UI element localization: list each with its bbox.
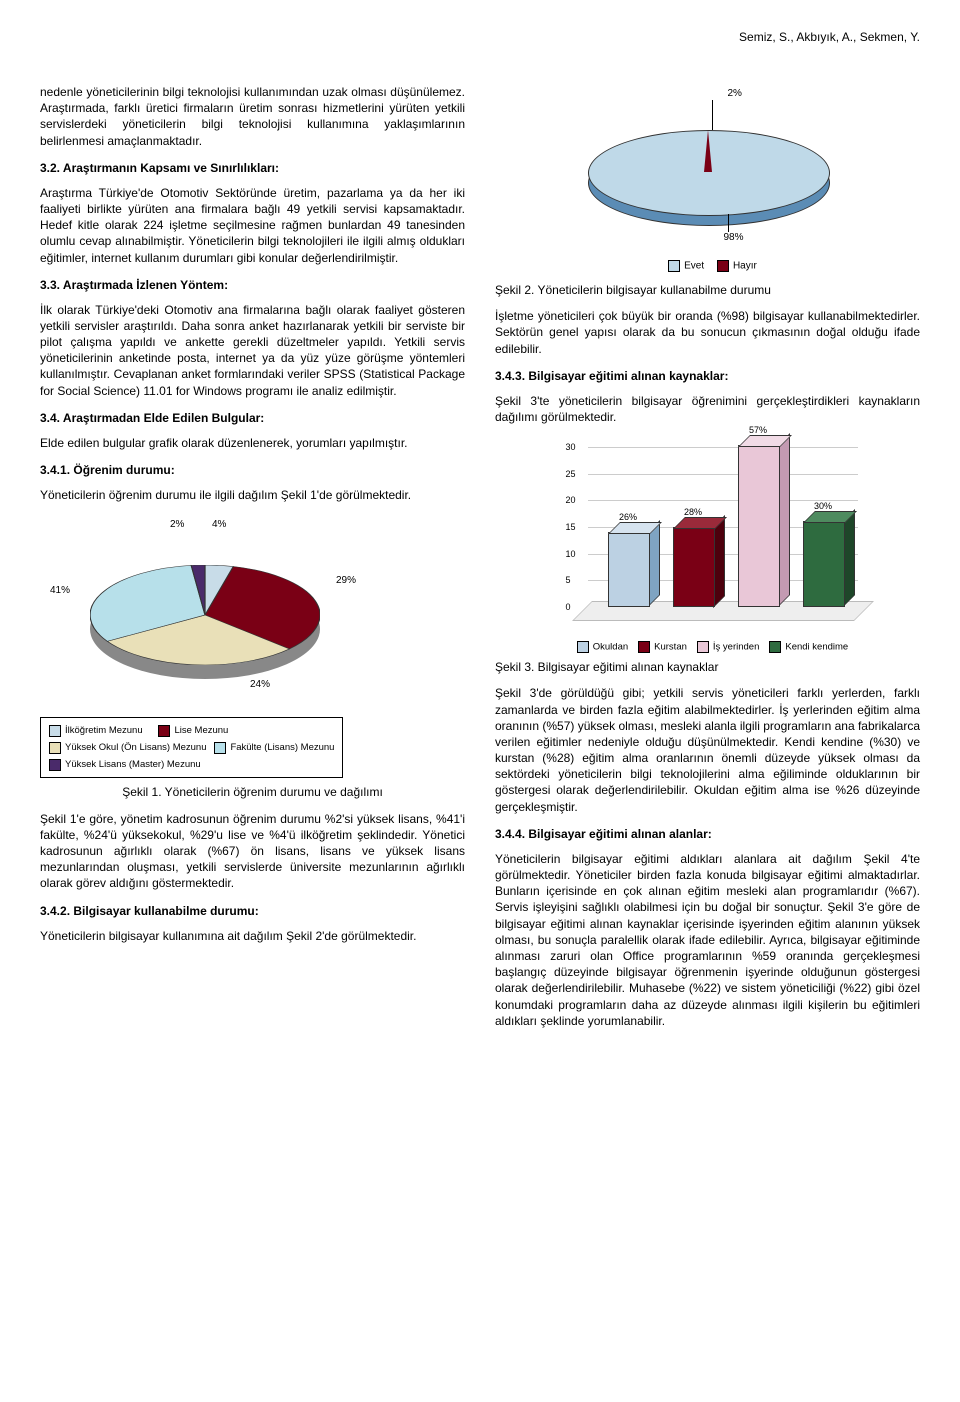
sekil3-ytick: 20 [566, 495, 576, 505]
sekil2-label-98pct: 98% [724, 232, 744, 243]
two-column-layout: nedenle yöneticilerinin bilgi teknolojis… [40, 84, 920, 1041]
sekil1-label-2: 2% [170, 519, 184, 530]
sekil3-bar: 28% [673, 529, 713, 608]
right-column: 2% 98% Evet Hayır Şekil 2. Yöneticilerin… [495, 84, 920, 1041]
heading-3-2: 3.2. Araştırmanın Kapsamı ve Sınırlılıkl… [40, 161, 465, 175]
sekil1-label-4: 4% [212, 519, 226, 530]
sekil1-pie-chart: 41% 2% 4% 29% 24% [40, 515, 380, 715]
para-sekil2-desc: İşletme yöneticileri çok büyük bir orand… [495, 308, 920, 357]
sekil3-legend-item: Kendi kendime [785, 642, 848, 653]
sekil1-label-24: 24% [250, 679, 270, 690]
para-sekil1-desc: Şekil 1'e göre, yönetim kadrosunun öğren… [40, 811, 465, 892]
heading-3-4-1: 3.4.1. Öğrenim durumu: [40, 463, 465, 477]
sekil3-bar-label: 30% [814, 501, 832, 511]
sekil2-legend: Evet Hayır [495, 260, 920, 272]
para-3-4-1: Yöneticilerin öğrenim durumu ile ilgili … [40, 487, 465, 503]
sekil3-caption: Şekil 3. Bilgisayar eğitimi alınan kayna… [495, 659, 920, 675]
sekil3-legend-item: Kurstan [654, 642, 687, 653]
sekil1-legend-3: Fakülte (Lisans) Mezunu [230, 742, 334, 753]
para-3-4-4: Yöneticilerin bilgisayar eğitimi aldıkla… [495, 851, 920, 1029]
para-3-4-2: Yöneticilerin bilgisayar kullanımına ait… [40, 928, 465, 944]
para-3-4-3: Şekil 3'te yöneticilerin bilgisayar öğre… [495, 393, 920, 425]
sekil3-bar-label: 28% [684, 507, 702, 517]
sekil3-ytick: 25 [566, 469, 576, 479]
header-authors: Semiz, S., Akbıyık, A., Sekmen, Y. [40, 30, 920, 44]
sekil3-bar: 57% [738, 447, 778, 607]
sekil3-ytick: 5 [566, 575, 571, 585]
para-intro: nedenle yöneticilerinin bilgi teknolojis… [40, 84, 465, 149]
left-column: nedenle yöneticilerinin bilgi teknolojis… [40, 84, 465, 1041]
sekil3-bar-label: 57% [749, 425, 767, 435]
para-3-3: İlk olarak Türkiye'deki Otomotiv ana fir… [40, 302, 465, 399]
sekil1-legend-4: Yüksek Lisans (Master) Mezunu [65, 759, 201, 770]
sekil3-bar-chart: 26% 28% 57% 30% 0 5 10 15 20 25 30 [548, 437, 868, 637]
heading-3-3: 3.3. Araştırmada İzlenen Yöntem: [40, 278, 465, 292]
sekil2-label-2pct: 2% [728, 88, 742, 99]
heading-3-4-2: 3.4.2. Bilgisayar kullanabilme durumu: [40, 904, 465, 918]
para-3-2: Araştırma Türkiye'de Otomotiv Sektöründe… [40, 185, 465, 266]
sekil3-ytick: 0 [566, 602, 571, 612]
sekil2-caption: Şekil 2. Yöneticilerin bilgisayar kullan… [495, 282, 920, 298]
sekil3-legend-item: İş yerinden [713, 642, 759, 653]
sekil3-legend-item: Okuldan [593, 642, 628, 653]
para-sekil3-desc: Şekil 3'de görüldüğü gibi; yetkili servi… [495, 685, 920, 815]
sekil1-pie-svg [90, 565, 320, 665]
sekil1-legend-1: Lise Mezunu [174, 725, 228, 736]
sekil2-legend-evet: Evet [684, 261, 704, 272]
sekil1-label-41: 41% [50, 585, 70, 596]
heading-3-4-3: 3.4.3. Bilgisayar eğitimi alınan kaynakl… [495, 369, 920, 383]
sekil1-caption: Şekil 1. Yöneticilerin öğrenim durumu ve… [40, 784, 465, 800]
sekil3-legend: Okuldan Kurstan İş yerinden Kendi kendime [495, 641, 920, 653]
sekil3-ytick: 15 [566, 522, 576, 532]
sekil1-legend-0: İlköğretim Mezunu [65, 725, 143, 736]
sekil3-ytick: 10 [566, 549, 576, 559]
sekil1-legend: İlköğretim Mezunu Lise Mezunu Yüksek Oku… [40, 717, 343, 778]
sekil1-legend-2: Yüksek Okul (Ön Lisans) Mezunu [65, 742, 207, 753]
sekil3-bar: 30% [803, 523, 843, 607]
sekil1-label-29: 29% [336, 575, 356, 586]
sekil2-legend-hayir: Hayır [733, 261, 757, 272]
para-3-4: Elde edilen bulgular grafik olarak düzen… [40, 435, 465, 451]
sekil3-bar: 26% [608, 534, 648, 607]
heading-3-4: 3.4. Araştırmadan Elde Edilen Bulgular: [40, 411, 465, 425]
sekil3-ytick: 30 [566, 442, 576, 452]
heading-3-4-4: 3.4.4. Bilgisayar eğitimi alınan alanlar… [495, 827, 920, 841]
sekil2-pie-chart: 2% 98% [558, 84, 858, 254]
sekil3-bar-label: 26% [619, 512, 637, 522]
